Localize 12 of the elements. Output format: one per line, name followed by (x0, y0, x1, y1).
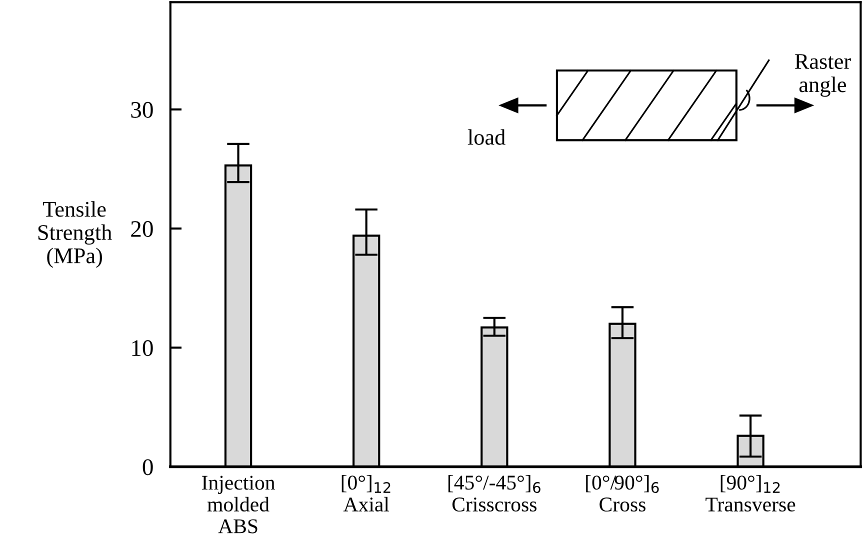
y-axis-title: Tensile Strength (MPa) (38, 201, 112, 268)
annotation: Raster angle (794, 54, 851, 97)
x-tick-label: [90°]$_{12}$ Transverse (706, 474, 796, 512)
x-tick-label: [45°/-45°]$_{6}$ Crisscross (448, 474, 540, 512)
x-tick-label: [0°]$_{12}$ Axial (342, 474, 390, 512)
y-tick-label: 0 (142, 459, 153, 476)
x-tick-label: Injection molded ABS (202, 476, 275, 534)
annotation: load (468, 129, 506, 145)
y-tick-label: 10 (132, 340, 153, 356)
y-tick-label: 30 (131, 102, 153, 118)
y-tick-label: 20 (131, 221, 153, 237)
x-tick-label: [0°/90°]$_{6}$ Cross (586, 474, 659, 512)
